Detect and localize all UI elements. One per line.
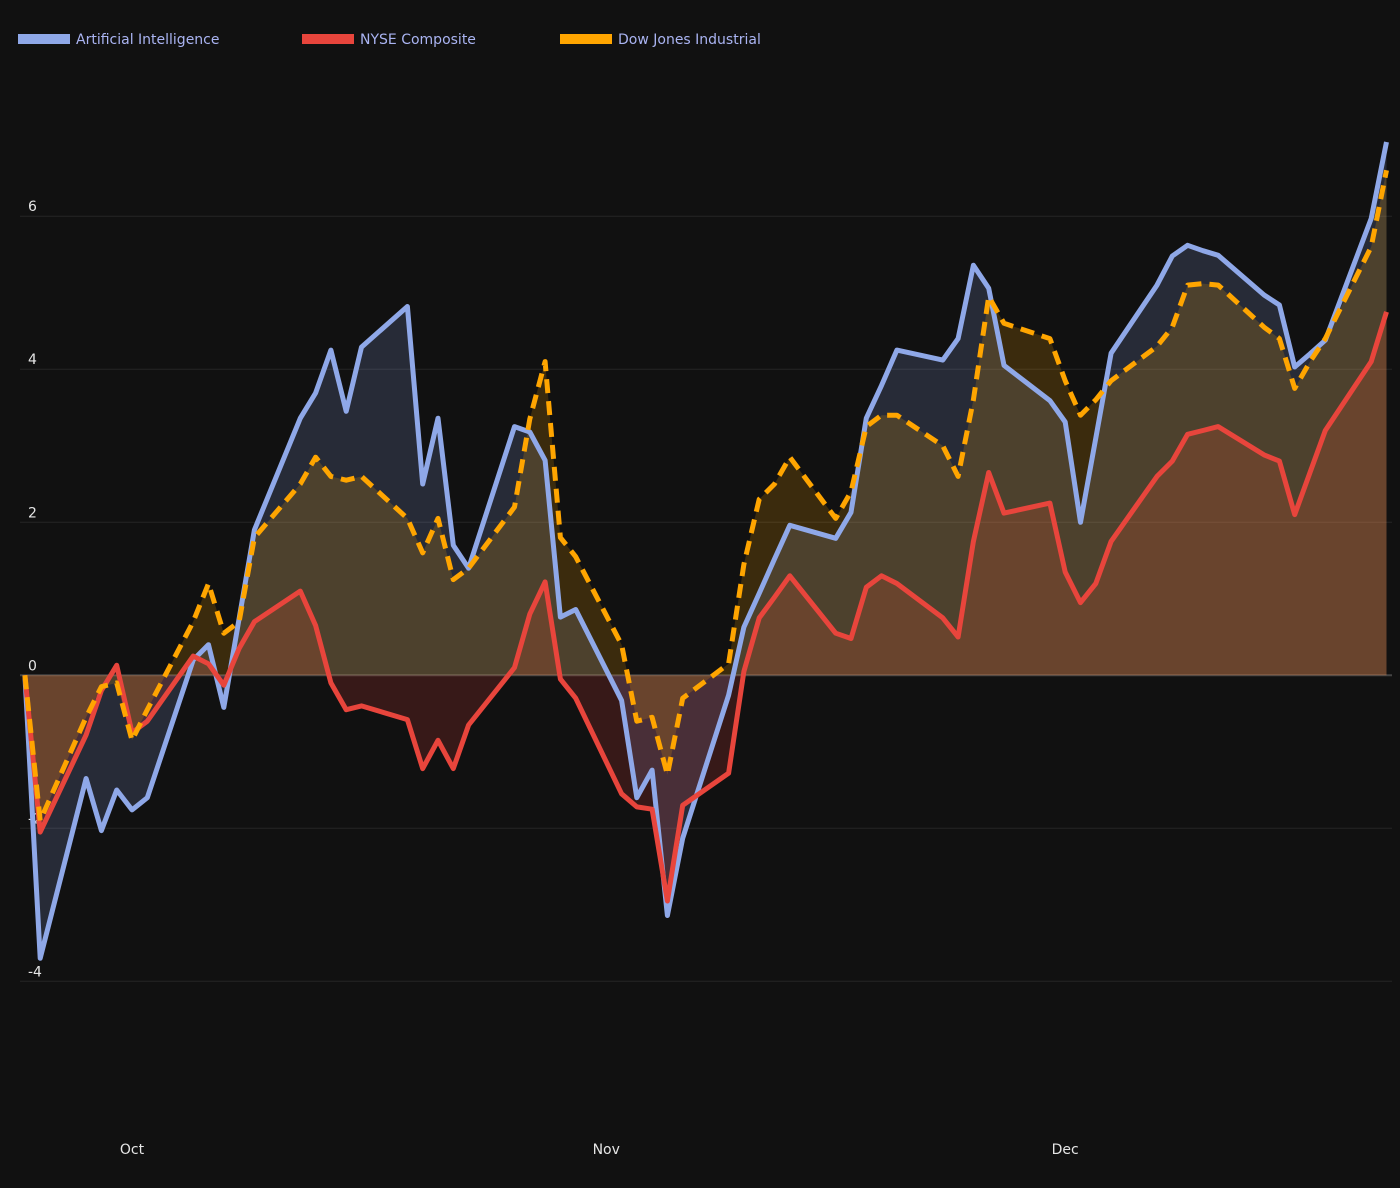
legend: Artificial Intelligence NYSE Composite Dow… [18,32,761,48]
legend-swatch [560,34,612,44]
y-tick-label: 6 [28,199,37,215]
x-tick-label: Nov [593,1142,620,1158]
y-tick-label: 2 [28,505,37,521]
legend-label: Dow Jones Industrial [618,32,761,48]
y-tick-label: 0 [28,658,37,674]
legend-label: NYSE Composite [360,32,476,48]
series-line [22,311,1389,904]
area-fill [24,311,1387,901]
area-fill [24,170,1387,821]
series-line [22,169,1389,824]
y-tick-label: 4 [28,352,37,368]
x-tick-label: Dec [1052,1142,1079,1158]
y-tick-label: -4 [28,964,42,980]
legend-swatch [18,34,70,44]
legend-swatch [302,34,354,44]
legend-label: Artificial Intelligence [76,32,220,48]
x-tick-label: Oct [120,1142,145,1158]
